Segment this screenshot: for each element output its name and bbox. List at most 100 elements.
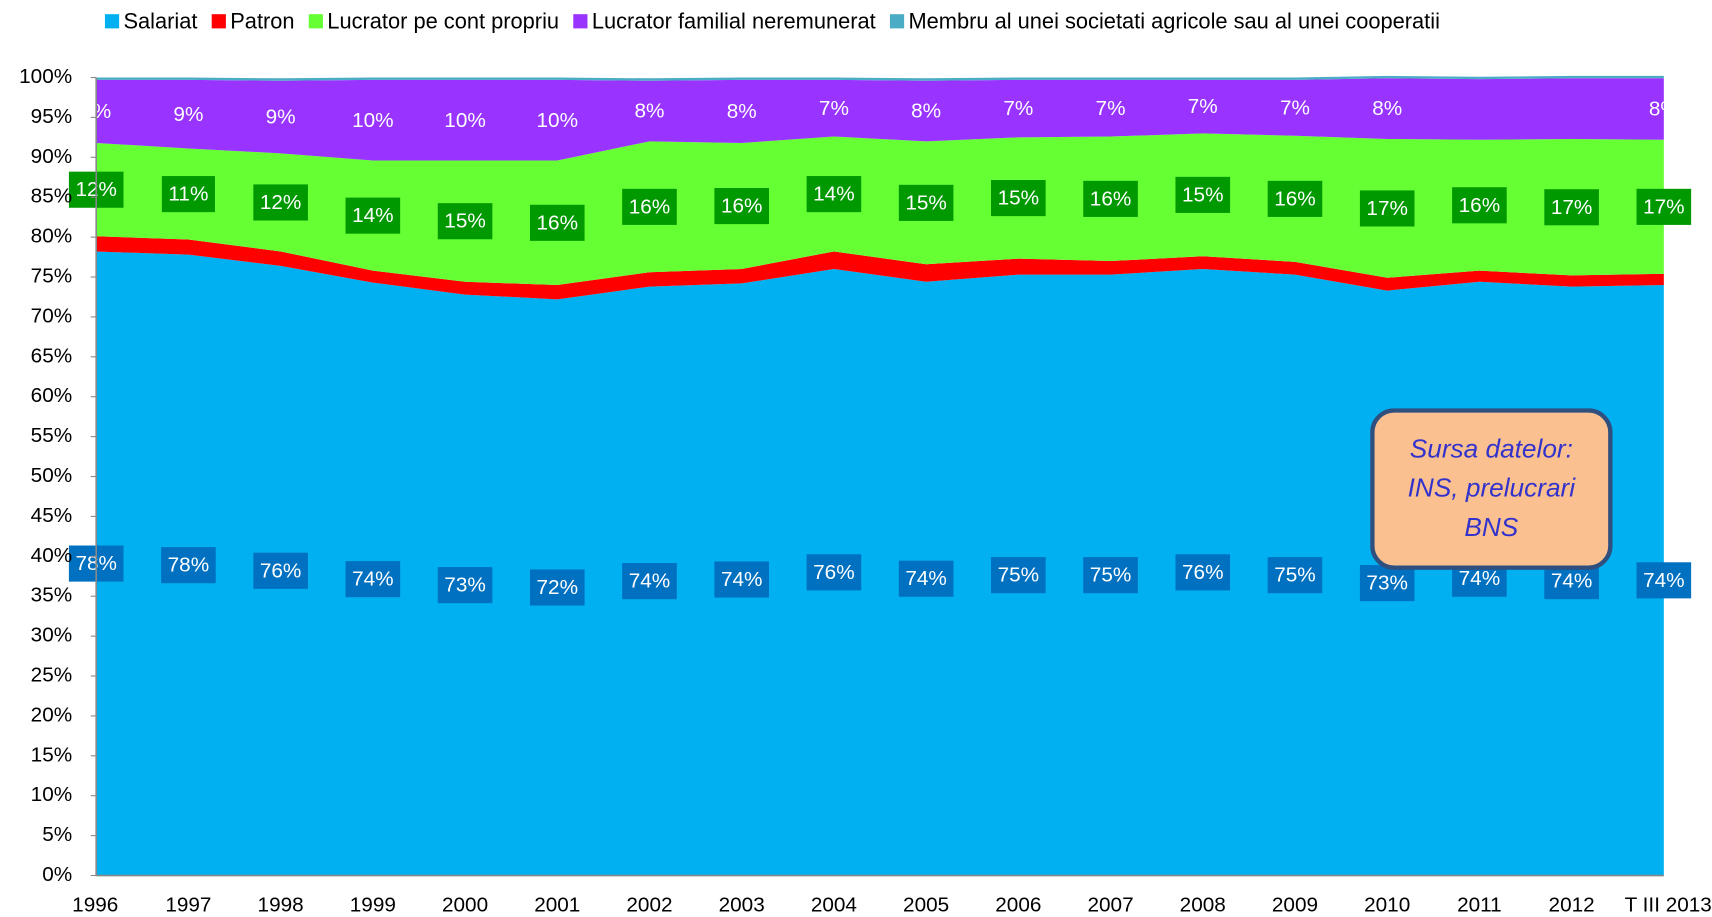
data-label: 7% (819, 97, 849, 120)
x-tick-label: 2011 (1457, 894, 1502, 917)
data-label: 75% (1274, 564, 1316, 587)
data-label: 76% (260, 559, 302, 582)
x-tick-label: 2012 (1549, 894, 1595, 917)
data-label: 74% (905, 567, 947, 590)
data-label-box (991, 180, 1046, 217)
plot-layer: 78% 78% 76% 74% 73% 72% 74% 74% 76% 74% 75% 75% 76% 7… (19, 9, 1712, 917)
data-label-box (1267, 557, 1323, 594)
area (96, 133, 1664, 285)
data-label-box (1636, 562, 1692, 599)
x-tick-label: 1999 (350, 894, 396, 917)
data-label-box (437, 203, 493, 240)
annotation-box: Sursa datelor: INS, prelucrari BNS (1370, 408, 1613, 570)
data-label-box (161, 547, 216, 584)
data-label-box (898, 184, 954, 221)
y-tick-label: 50% (31, 464, 73, 487)
data-label-box (806, 554, 862, 591)
y-tick-label: 5% (42, 823, 72, 846)
data-label: 8% (1372, 97, 1402, 120)
data-label-box (1544, 189, 1599, 226)
x-tick-label: 2009 (1272, 894, 1318, 917)
area (96, 75, 1664, 81)
data-label: 7% (1096, 97, 1126, 120)
data-label: 10% (352, 109, 394, 132)
data-label: 7% (1003, 97, 1033, 120)
legend-label: Membru al unei societati agricole sau al… (908, 9, 1439, 34)
y-tick-label: 35% (31, 584, 73, 607)
data-label-box (806, 176, 862, 213)
y-tick-label: 100% (19, 65, 72, 88)
data-label: 74% (1551, 570, 1593, 593)
data-label-box (1359, 190, 1415, 227)
legend-swatch (104, 14, 120, 29)
data-label: 10% (537, 109, 579, 132)
data-label-box (345, 561, 401, 598)
area (96, 251, 1664, 876)
data-label: 17% (1551, 196, 1593, 219)
y-tick-label: 0% (42, 863, 72, 886)
data-label: 14% (813, 183, 855, 206)
data-label: 17% (1643, 195, 1685, 218)
y-tick-label: 95% (31, 105, 73, 128)
y-tick-label: 70% (31, 304, 73, 327)
data-label: 74% (1643, 569, 1685, 592)
data-label: 17% (1366, 197, 1408, 220)
data-label: 8% (911, 100, 941, 123)
data-label: 14% (352, 204, 394, 227)
data-label: 78% (168, 554, 209, 577)
data-label: 16% (537, 211, 579, 234)
data-label: 11% (168, 183, 208, 206)
y-tick-label: 25% (31, 663, 73, 686)
legend-swatch (889, 14, 905, 29)
y-tick-label: 45% (31, 504, 73, 527)
y-tick-label: 40% (31, 544, 73, 567)
legend-label: Lucrator familial neremunerat (592, 9, 876, 34)
data-label-box (161, 176, 215, 213)
x-tick-label: 2005 (903, 894, 949, 917)
x-tick-label: 2008 (1180, 894, 1226, 917)
data-label: 74% (352, 568, 394, 591)
y-tick-label: 30% (31, 624, 73, 647)
data-label: 73% (444, 574, 486, 597)
legend-label: Patron (230, 9, 294, 34)
data-label: 16% (721, 195, 763, 218)
data-label: 16% (1274, 187, 1316, 210)
data-label: 75% (1090, 564, 1132, 587)
x-tick-label: T III 2013 (1625, 894, 1712, 917)
y-tick-label: 80% (31, 225, 73, 248)
data-label: 7% (1188, 95, 1218, 118)
data-label: 12% (260, 191, 302, 214)
x-tick-label: 2004 (811, 894, 857, 917)
data-label-box (1359, 565, 1415, 602)
data-label: 8% (727, 100, 757, 123)
legend-swatch (308, 14, 323, 29)
y-tick-label: 90% (31, 145, 73, 168)
data-label: 74% (629, 570, 671, 593)
data-label: 76% (813, 561, 855, 584)
data-label-box (529, 204, 585, 241)
y-tick-label: 85% (31, 185, 73, 208)
area (96, 236, 1664, 300)
data-label: 7% (1280, 96, 1310, 119)
y-tick-label: 60% (31, 384, 73, 407)
y-tick-label: 20% (31, 703, 73, 726)
data-label-box (437, 567, 493, 604)
area (96, 78, 1664, 161)
data-label: 9% (173, 103, 203, 126)
data-label-box (1267, 180, 1323, 217)
y-tick-label: 10% (31, 783, 73, 806)
data-label-box (1452, 187, 1507, 224)
x-tick-label: 2007 (1087, 894, 1133, 917)
y-tick-label: 55% (31, 424, 73, 447)
x-tick-label: 2002 (626, 894, 672, 917)
data-label: 74% (1459, 567, 1501, 590)
data-label-box (1175, 176, 1231, 213)
data-label: 74% (721, 568, 763, 591)
data-label: 72% (537, 576, 579, 599)
data-label-box (529, 569, 585, 606)
data-label-box (898, 560, 954, 597)
data-label: 15% (998, 187, 1039, 210)
x-tick-label: 2006 (995, 894, 1041, 917)
data-label-box (1083, 180, 1138, 217)
data-label-box (714, 561, 769, 598)
